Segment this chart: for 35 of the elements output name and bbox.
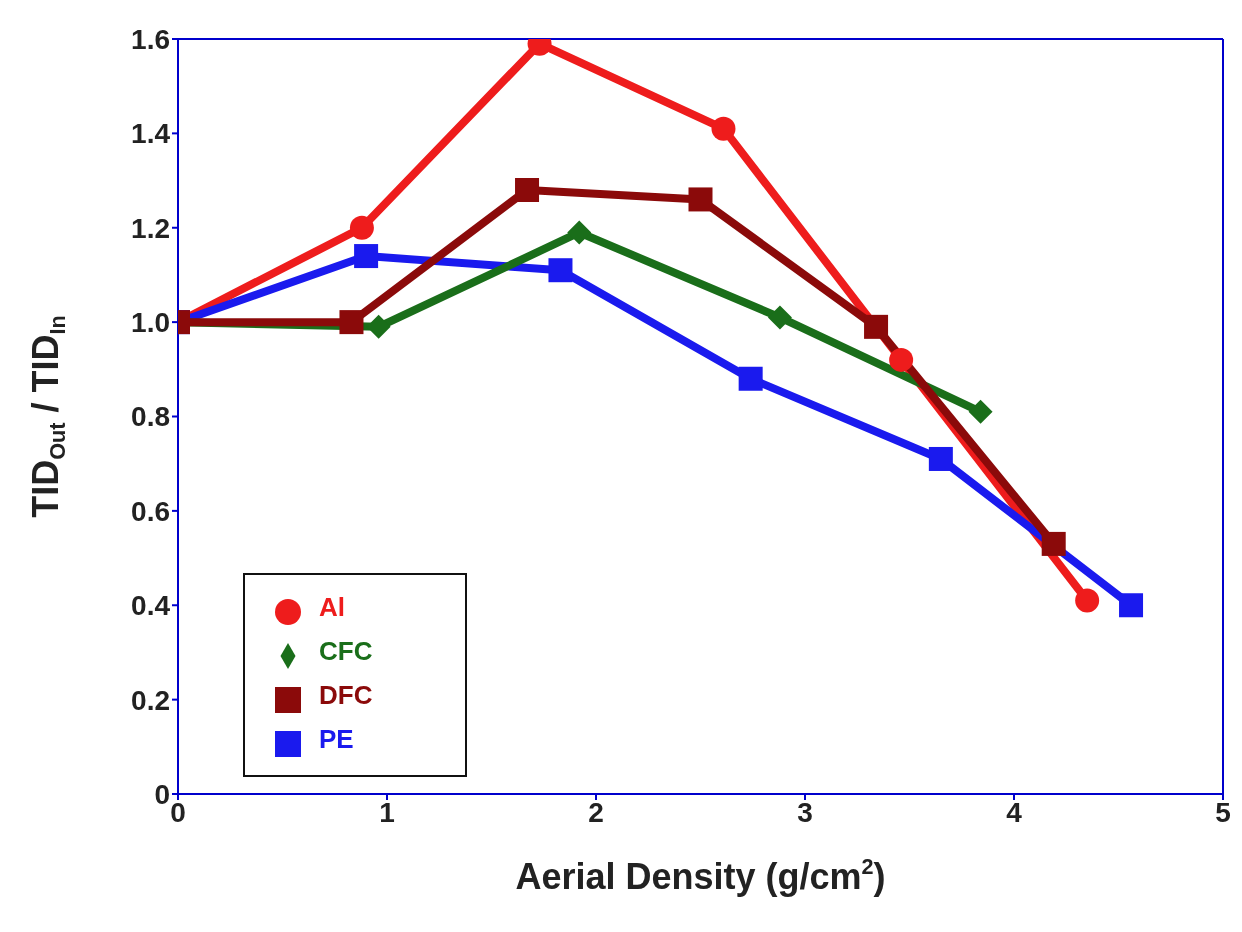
y-tick-label: 0.4	[131, 590, 171, 622]
point	[354, 244, 379, 269]
point	[1041, 531, 1066, 556]
point	[928, 446, 953, 471]
y-tick-label: 0.8	[131, 401, 170, 433]
x-tick-label: 3	[797, 796, 813, 828]
y-tick-label: 1.4	[131, 118, 171, 150]
point	[1119, 593, 1144, 618]
y-tick-label: 1.0	[131, 307, 170, 339]
point	[968, 399, 993, 424]
x-tick-label: 2	[588, 796, 604, 828]
point	[548, 258, 573, 283]
legend-label: Al	[319, 592, 345, 622]
point	[349, 215, 374, 240]
point	[864, 314, 889, 339]
x-axis-title: Aerial Density (g/cm$^{2}$)	[515, 853, 886, 897]
point	[515, 178, 540, 202]
point	[339, 310, 364, 335]
point	[567, 220, 592, 245]
legend-label: PE	[319, 724, 354, 754]
y-tick-label: 1.6	[131, 23, 170, 55]
point	[711, 116, 736, 141]
legend-label: CFC	[319, 636, 373, 666]
y-tick-label: 1.2	[131, 212, 170, 244]
point	[688, 187, 713, 212]
x-tick-label: 4	[1006, 796, 1023, 828]
point	[889, 347, 914, 372]
y-tick-label: 0.6	[131, 495, 170, 527]
point	[1075, 588, 1100, 613]
point	[767, 305, 792, 330]
x-tick-label: 1	[379, 796, 395, 828]
point	[738, 366, 763, 391]
x-tick-label: 5	[1215, 796, 1231, 828]
y-tick-label: 0.2	[131, 684, 170, 716]
legend-label: DFC	[319, 680, 373, 710]
